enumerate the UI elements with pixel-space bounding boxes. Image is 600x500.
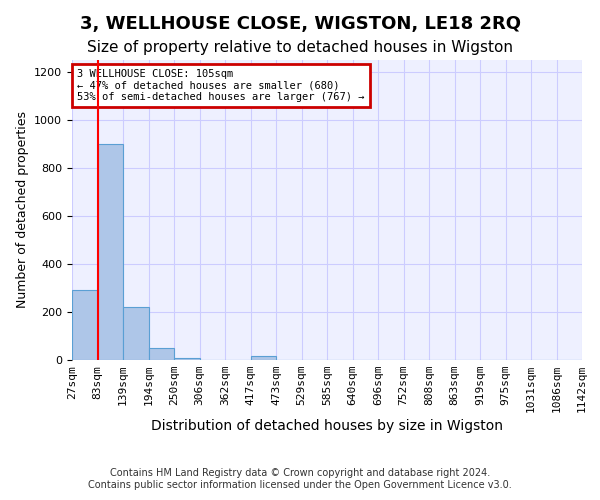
Bar	[149, 348, 174, 360]
Bar	[97, 144, 123, 360]
Text: Contains HM Land Registry data © Crown copyright and database right 2024.
Contai: Contains HM Land Registry data © Crown c…	[88, 468, 512, 490]
Text: 3, WELLHOUSE CLOSE, WIGSTON, LE18 2RQ: 3, WELLHOUSE CLOSE, WIGSTON, LE18 2RQ	[79, 15, 521, 33]
Bar	[174, 358, 199, 360]
Text: Size of property relative to detached houses in Wigston: Size of property relative to detached ho…	[87, 40, 513, 55]
Bar	[251, 356, 276, 360]
Bar	[123, 307, 149, 360]
X-axis label: Distribution of detached houses by size in Wigston: Distribution of detached houses by size …	[151, 419, 503, 433]
Bar	[72, 290, 97, 360]
Text: 3 WELLHOUSE CLOSE: 105sqm
← 47% of detached houses are smaller (680)
53% of semi: 3 WELLHOUSE CLOSE: 105sqm ← 47% of detac…	[77, 69, 365, 102]
Y-axis label: Number of detached properties: Number of detached properties	[16, 112, 29, 308]
